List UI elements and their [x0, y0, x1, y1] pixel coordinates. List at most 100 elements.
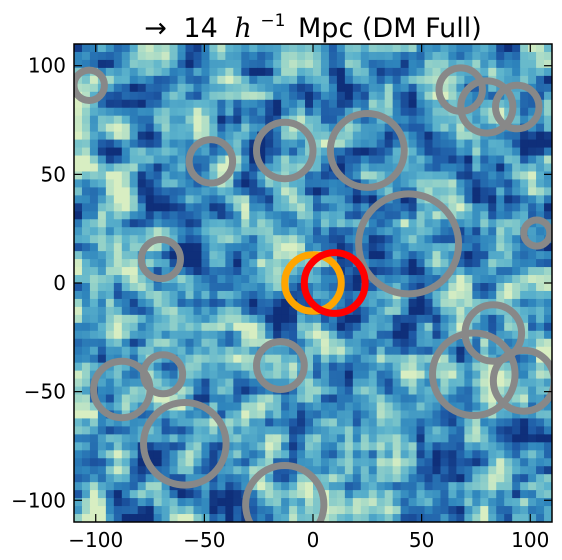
heatmap-cell: [193, 514, 203, 522]
heatmap-cell: [328, 203, 338, 212]
heatmap-cell: [440, 490, 450, 499]
heatmap-cell: [368, 426, 378, 435]
heatmap-cell: [129, 514, 139, 522]
heatmap-cell: [392, 482, 402, 491]
heatmap-cell: [456, 259, 465, 268]
heatmap-cell: [265, 354, 274, 364]
heatmap-cell: [177, 44, 187, 53]
heatmap-cell: [448, 386, 457, 396]
heatmap-cell: [129, 290, 139, 300]
heatmap-cell: [169, 75, 179, 85]
heatmap-cell: [193, 490, 203, 499]
heatmap-cell: [193, 458, 203, 467]
heatmap-cell: [456, 426, 465, 435]
heatmap-cell: [153, 203, 163, 212]
heatmap-cell: [241, 458, 250, 467]
heatmap-cell: [448, 314, 457, 324]
heatmap-cell: [488, 211, 497, 220]
heatmap-cell: [169, 394, 179, 404]
heatmap-cell: [289, 314, 298, 324]
heatmap-cell: [496, 51, 505, 61]
heatmap-cell: [472, 44, 481, 53]
heatmap-cell: [360, 139, 370, 149]
heatmap-cell: [273, 418, 282, 427]
heatmap-cell: [265, 67, 274, 77]
heatmap-cell: [528, 474, 537, 483]
heatmap-cell: [97, 306, 107, 316]
heatmap-cell: [432, 75, 442, 85]
heatmap-cell: [217, 91, 226, 101]
heatmap-cell: [233, 267, 242, 276]
heatmap-cell: [233, 131, 242, 141]
heatmap-cell: [281, 314, 290, 324]
heatmap-cell: [225, 259, 234, 268]
heatmap-cell: [201, 195, 211, 204]
heatmap-cell: [360, 434, 370, 443]
heatmap-cell: [400, 227, 410, 236]
heatmap-cell: [480, 506, 489, 515]
heatmap-cell: [424, 290, 434, 300]
heatmap-cell: [336, 211, 346, 220]
heatmap-cell: [480, 450, 489, 459]
heatmap-cell: [233, 107, 242, 117]
heatmap-cell: [512, 235, 521, 244]
heatmap-cell: [265, 91, 274, 101]
heatmap-cell: [360, 442, 370, 451]
heatmap-cell: [504, 410, 513, 420]
heatmap-cell: [97, 251, 107, 260]
heatmap-cell: [344, 275, 354, 284]
heatmap-cell: [320, 44, 330, 53]
heatmap-cell: [161, 187, 171, 196]
heatmap-cell: [153, 370, 163, 380]
heatmap-cell: [408, 386, 418, 396]
heatmap-cell: [225, 418, 234, 427]
heatmap-cell: [209, 267, 218, 276]
heatmap-cell: [177, 514, 187, 522]
heatmap-cell: [488, 203, 497, 212]
heatmap-cell: [305, 498, 314, 507]
heatmap-cell: [289, 490, 298, 499]
heatmap-cell: [504, 259, 513, 268]
heatmap-cell: [289, 75, 298, 85]
heatmap-cell: [464, 163, 473, 173]
heatmap-cell: [392, 442, 402, 451]
heatmap-cell: [297, 458, 306, 467]
heatmap-cell: [520, 163, 529, 173]
heatmap-cell: [472, 514, 481, 522]
heatmap-cell: [297, 450, 306, 459]
heatmap-cell: [217, 386, 226, 396]
heatmap-cell: [281, 91, 290, 101]
heatmap-cell: [464, 283, 473, 292]
heatmap-cell: [536, 442, 545, 451]
heatmap-cell: [289, 227, 298, 236]
heatmap-cell: [496, 283, 505, 292]
heatmap-cell: [544, 139, 552, 149]
heatmap-cell: [488, 91, 497, 101]
heatmap-cell: [89, 203, 99, 212]
heatmap-cell: [185, 267, 195, 276]
heatmap-cell: [384, 91, 394, 101]
heatmap-cell: [89, 330, 99, 340]
heatmap-cell: [344, 418, 354, 427]
heatmap-cell: [376, 290, 386, 300]
heatmap-cell: [448, 298, 457, 308]
heatmap-cell: [392, 51, 402, 61]
heatmap-cell: [169, 163, 179, 173]
heatmap-cell: [313, 59, 322, 69]
heatmap-cell: [74, 378, 83, 388]
heatmap-cell: [320, 115, 330, 125]
heatmap-cell: [185, 442, 195, 451]
heatmap-cell: [233, 139, 242, 149]
heatmap-cell: [241, 362, 250, 372]
heatmap-cell: [289, 267, 298, 276]
heatmap-cell: [209, 498, 218, 507]
heatmap-cell: [464, 490, 473, 499]
heatmap-cell: [536, 75, 545, 85]
heatmap-cell: [137, 322, 147, 332]
heatmap-cell: [177, 418, 187, 427]
heatmap-cell: [233, 338, 242, 348]
heatmap-cell: [360, 147, 370, 157]
heatmap-cell: [193, 306, 203, 316]
heatmap-cell: [281, 235, 290, 244]
heatmap-cell: [249, 450, 258, 459]
